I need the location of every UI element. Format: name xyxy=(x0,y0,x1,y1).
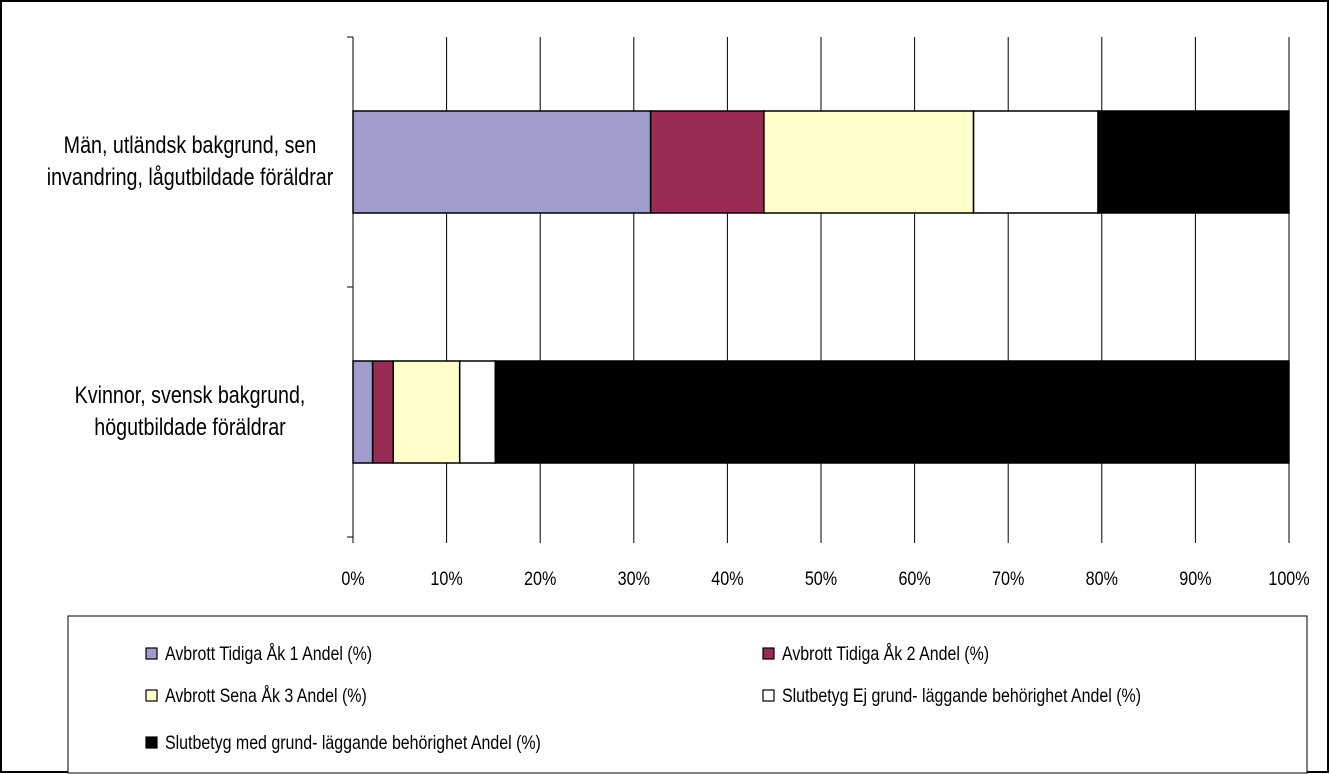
bar-segment xyxy=(763,110,975,214)
legend-label: Slutbetyg Ej grund- läggande behörighet … xyxy=(782,685,1141,707)
legend-label: Slutbetyg med grund- läggande behörighet… xyxy=(165,732,541,754)
category-label: invandring, lågutbildade föräldrar xyxy=(47,163,334,190)
legend: Avbrott Tidiga Åk 1 Andel (%) Avbrott Tid… xyxy=(67,615,1308,774)
bar-segment xyxy=(371,360,394,464)
legend-swatch xyxy=(145,736,158,749)
x-tick-label: 100% xyxy=(1268,568,1310,590)
x-tick-label: 90% xyxy=(1179,568,1212,590)
legend-swatch xyxy=(762,647,775,660)
bars xyxy=(352,110,1290,464)
bar-segment xyxy=(649,110,765,214)
legend-box xyxy=(67,615,1308,774)
x-tick-label: 30% xyxy=(618,568,651,590)
bar-segment xyxy=(1097,110,1290,214)
legend-swatch xyxy=(145,689,158,702)
legend-label: Avbrott Tidiga Åk 1 Andel (%) xyxy=(165,643,372,665)
legend-label: Avbrott Sena Åk 3 Andel (%) xyxy=(165,685,367,707)
x-tick-label: 80% xyxy=(1086,568,1119,590)
bar-segment xyxy=(352,110,652,214)
bar-segment xyxy=(352,360,374,464)
x-tick-labels: 0% 10% 20% 30% 40% 50% 60% 70% 80% 90% 100% xyxy=(341,568,1310,590)
x-tick-label: 50% xyxy=(805,568,838,590)
category-labels: Män, utländsk bakgrund, sen invandring, l… xyxy=(47,131,334,440)
x-tick-label: 0% xyxy=(341,568,365,590)
category-label: högutbildade föräldrar xyxy=(94,413,285,440)
x-tick-label: 20% xyxy=(524,568,557,590)
legend-swatch xyxy=(762,689,775,702)
x-tick-label: 40% xyxy=(711,568,744,590)
axes xyxy=(347,36,1290,543)
bar-segment xyxy=(392,360,461,464)
bar-segment xyxy=(972,110,1099,214)
x-tick-label: 70% xyxy=(992,568,1025,590)
category-label: Kvinnor, svensk bakgrund, xyxy=(75,381,306,408)
bar-segment xyxy=(458,360,497,464)
x-tick-label: 10% xyxy=(430,568,463,590)
bar-segment xyxy=(494,360,1290,464)
category-label: Män, utländsk bakgrund, sen xyxy=(64,131,317,158)
legend-label: Avbrott Tidiga Åk 2 Andel (%) xyxy=(782,643,989,665)
x-tick-label: 60% xyxy=(898,568,931,590)
legend-swatch xyxy=(145,647,158,660)
